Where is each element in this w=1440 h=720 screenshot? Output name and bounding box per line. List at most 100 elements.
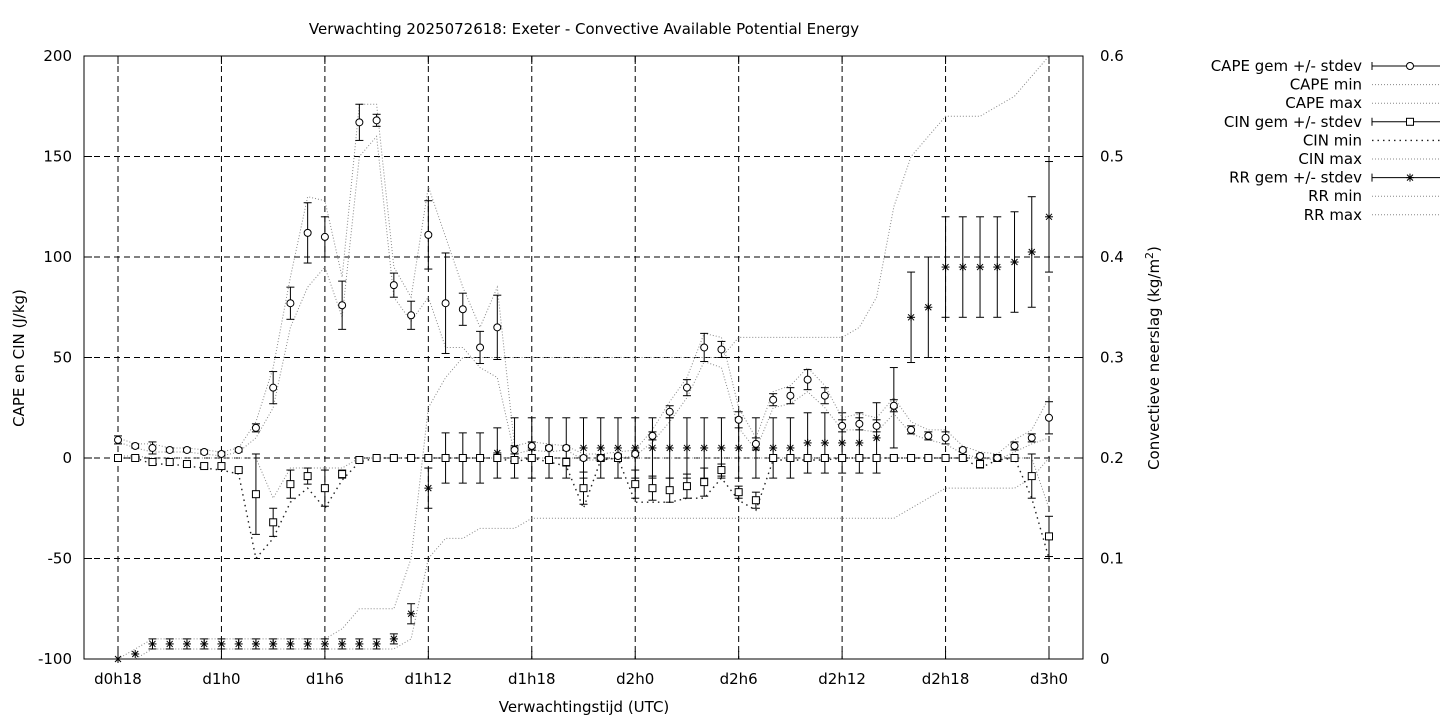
cape-mean-point (803, 375, 812, 384)
legend-label: RR gem +/- stdev (1229, 169, 1362, 187)
rr-mean-point (165, 639, 174, 648)
y2-tick-label: 0.6 (1100, 47, 1124, 65)
cape-mean-point (458, 305, 467, 314)
rr-mean-point (1010, 258, 1019, 267)
cape-mean-point (924, 431, 933, 440)
legend-label: CAPE min (1290, 76, 1362, 94)
rr-mean-point-stroke (873, 434, 880, 442)
y2-axis-label-main: Convectieve neerslag (kg/m (1145, 259, 1163, 470)
rr-mean-point (958, 263, 967, 272)
cin-mean-point (476, 454, 485, 462)
legend-label: CIN min (1303, 131, 1362, 149)
rr-mean-point (838, 438, 847, 447)
cape-mean-point (493, 323, 502, 332)
cape-mean-point (286, 299, 295, 308)
rr-mean-point-stroke (166, 640, 174, 648)
rr-mean-point-stroke (924, 303, 932, 311)
cin-mean-point (734, 488, 743, 497)
cin-mean-point (976, 460, 985, 469)
rr-mean-point (682, 443, 691, 452)
cin-mean-point (131, 454, 140, 462)
cape-mean-point (424, 230, 433, 239)
rr-mean-point-stroke (976, 263, 984, 271)
legend-star-marker (1406, 173, 1414, 182)
legend-label: RR max (1304, 206, 1362, 224)
rr-mean-point-stroke (735, 444, 743, 452)
rr-mean-point (648, 443, 657, 452)
legend-label: CIN max (1298, 150, 1362, 168)
cape-mean-point (320, 232, 329, 241)
cin-mean-point (355, 456, 364, 465)
cin-mean-point (820, 454, 829, 462)
rr-mean-point (286, 639, 295, 648)
rr-mean-point (424, 484, 433, 493)
cin-mean-point (579, 484, 588, 493)
y-tick-label: 100 (43, 248, 72, 266)
rr-mean-point-stroke (235, 640, 243, 648)
rr-mean-point-stroke (631, 444, 639, 452)
cin-mean-point (751, 496, 760, 505)
x-tick-label: d2h0 (616, 670, 654, 688)
rr-mean-point (579, 443, 588, 452)
cape-mean-point (769, 395, 778, 404)
cape-mean-point (855, 419, 864, 428)
cape-mean-point (1045, 413, 1053, 422)
chart-title: Verwachting 2025072618: Exeter - Convect… (309, 20, 859, 38)
cin-mean-point (320, 484, 329, 493)
cape-mean-point (717, 345, 726, 354)
rr-mean-point-stroke (1011, 258, 1018, 266)
cin-mean-point (269, 518, 278, 527)
cape-mean-point (251, 423, 260, 432)
rr-mean-point (303, 639, 312, 648)
y-tick-label: -50 (48, 550, 73, 568)
rr-mean-point-stroke (131, 650, 139, 658)
y2-tick-label: 0.3 (1100, 349, 1124, 367)
cin-mean-point (217, 462, 226, 471)
cin-mean-point (769, 454, 778, 462)
cape-mean-point (217, 449, 226, 458)
cape-mean-point (234, 445, 243, 454)
rr-mean-point-stroke (149, 640, 156, 648)
cape-mean-point (700, 343, 709, 352)
cin-mean-point (424, 454, 433, 462)
y-tick-label: 150 (43, 148, 72, 166)
cape-mean-point (476, 343, 485, 352)
cape-mean-point (579, 454, 588, 462)
rr-mean-point-stroke (855, 439, 863, 447)
cin-mean-point (700, 478, 709, 487)
cape-mean-point (355, 118, 364, 127)
cape-mean-point (148, 443, 157, 452)
rr-mean-point (665, 443, 674, 452)
cape-mean-point (872, 421, 881, 430)
x-tick-label: d2h18 (922, 670, 970, 688)
cin-mean-point (389, 454, 398, 462)
x-tick-label: d3h0 (1030, 670, 1068, 688)
cin-mean-point (493, 454, 502, 462)
cape-mean-point (303, 228, 312, 237)
cape-mean-point (648, 431, 657, 440)
rr-mean-point (734, 443, 743, 452)
rr-mean-point (769, 443, 778, 452)
rr-mean-point (200, 639, 209, 648)
rr-mean-point (820, 438, 829, 447)
cape-mean-point (389, 281, 398, 290)
cape-mean-point (527, 441, 536, 450)
x-tick-label: d2h12 (818, 670, 866, 688)
rr-mean-point-stroke (769, 444, 777, 452)
rr-mean-point-stroke (993, 263, 1001, 271)
rr-mean-point-stroke (718, 444, 725, 452)
cin-mean-point (1010, 454, 1019, 462)
rr-mean-point-stroke (787, 444, 794, 452)
rr-mean-point (269, 639, 278, 648)
rr-mean-point-stroke (356, 640, 363, 648)
cape-mean-point (958, 445, 967, 454)
cape-mean-point (613, 451, 622, 460)
rr-mean-point-stroke (218, 640, 225, 648)
cin-mean-point (182, 460, 191, 469)
cin-mean-point (803, 454, 812, 462)
cin-mean-point (1045, 532, 1053, 541)
series-layer (114, 55, 1053, 663)
legend-label: RR min (1308, 187, 1362, 205)
